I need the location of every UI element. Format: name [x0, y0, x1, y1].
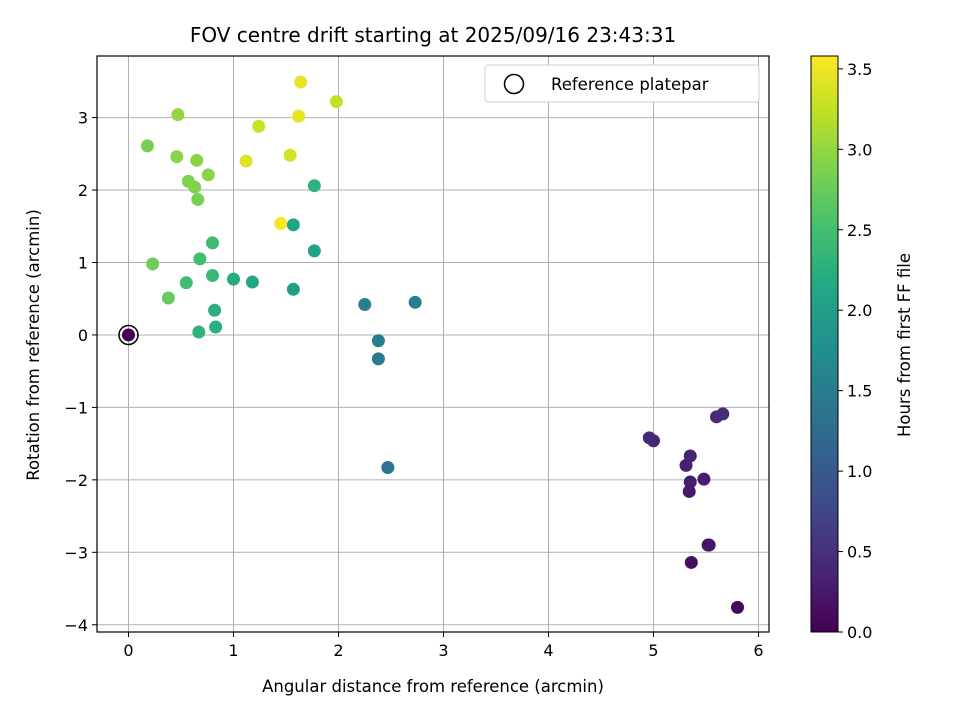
colorbar-tick-label: 1.0 [847, 462, 872, 481]
legend-reference-icon [503, 73, 525, 95]
data-point [206, 236, 219, 250]
data-point [245, 275, 259, 289]
data-point [146, 257, 160, 271]
x-tick-label: 1 [228, 641, 238, 660]
data-point [201, 168, 215, 182]
data-point [307, 244, 321, 258]
x-tick-label: 3 [438, 641, 448, 660]
colorbar-tick-label: 0.0 [847, 623, 872, 642]
y-axis-label: Rotation from reference (arcmin) [24, 209, 43, 481]
x-tick-label: 6 [753, 641, 763, 660]
data-point [702, 538, 716, 552]
colorbar-tick-label: 3.0 [847, 140, 872, 159]
data-point [371, 334, 385, 348]
x-tick-label: 4 [543, 641, 553, 660]
chart-title: FOV centre drift starting at 2025/09/16 … [190, 23, 676, 47]
colorbar-gradient [810, 55, 839, 633]
data-point [408, 295, 422, 309]
data-point [371, 352, 385, 366]
colorbar-tick-label: 2.5 [847, 221, 872, 240]
colorbar-tick-label: 3.5 [847, 60, 872, 79]
y-axis-ticks: −4 −3 −2 −1 0 1 2 3 [64, 109, 97, 635]
legend-box [484, 64, 760, 103]
data-points [140, 75, 744, 614]
plot-frame [96, 55, 770, 633]
x-tick-label: 0 [123, 641, 133, 660]
y-tick-label: −2 [64, 471, 88, 490]
data-point [239, 154, 253, 168]
y-tick-label: 1 [78, 253, 88, 272]
data-point [307, 179, 321, 193]
data-point [697, 472, 711, 486]
colorbar-tick-label: 2.0 [847, 301, 872, 320]
reference-platepar-marker [118, 324, 139, 346]
data-point [206, 269, 219, 283]
data-point [190, 153, 204, 167]
y-tick-label: −3 [64, 543, 88, 562]
y-tick-label: 2 [78, 181, 88, 200]
y-tick-label: 0 [78, 326, 88, 345]
colorbar: 0.0 0.5 1.0 1.5 2.0 2.5 3.0 3.5 Hours from firs… [810, 55, 914, 642]
data-point [329, 95, 343, 109]
data-point [191, 192, 205, 206]
data-point [170, 150, 184, 164]
x-tick-label: 5 [648, 641, 658, 660]
grid [97, 56, 769, 632]
data-point [208, 303, 222, 317]
colorbar-ticks: 0.0 0.5 1.0 1.5 2.0 2.5 3.0 3.5 [838, 60, 872, 642]
data-point [286, 218, 300, 232]
data-point [227, 272, 240, 286]
colorbar-tick-label: 1.5 [847, 382, 872, 401]
data-point [188, 180, 202, 194]
data-point [179, 276, 193, 290]
data-point [683, 449, 697, 463]
data-point [252, 119, 266, 133]
y-tick-label: −4 [64, 616, 88, 635]
reference-data-point [122, 328, 135, 342]
colorbar-label: Hours from first FF file [895, 253, 914, 437]
data-point [274, 216, 288, 230]
y-tick-label: 3 [78, 109, 88, 128]
data-point [642, 431, 656, 445]
data-point [193, 252, 207, 266]
data-point [192, 325, 206, 339]
data-point [286, 282, 300, 296]
data-point [283, 148, 297, 162]
data-point [731, 600, 744, 614]
x-tick-label: 2 [333, 641, 343, 660]
y-tick-label: −1 [64, 398, 88, 417]
data-point [716, 407, 730, 421]
data-point [683, 475, 697, 489]
data-point [161, 291, 175, 305]
data-point [209, 320, 223, 334]
legend-label: Reference platepar [551, 75, 709, 94]
data-point [381, 461, 395, 475]
data-point [140, 139, 154, 153]
data-point [171, 108, 185, 122]
data-point [292, 109, 306, 123]
legend: Reference platepar [484, 64, 760, 103]
x-axis-label: Angular distance from reference (arcmin) [262, 677, 604, 696]
data-point [294, 75, 308, 89]
data-point [358, 298, 372, 312]
reference-marker-group [118, 324, 139, 346]
data-point [684, 555, 698, 569]
colorbar-tick-label: 0.5 [847, 543, 872, 562]
x-axis-ticks: 0 1 2 3 4 5 6 [123, 632, 764, 660]
data-point [682, 484, 696, 498]
